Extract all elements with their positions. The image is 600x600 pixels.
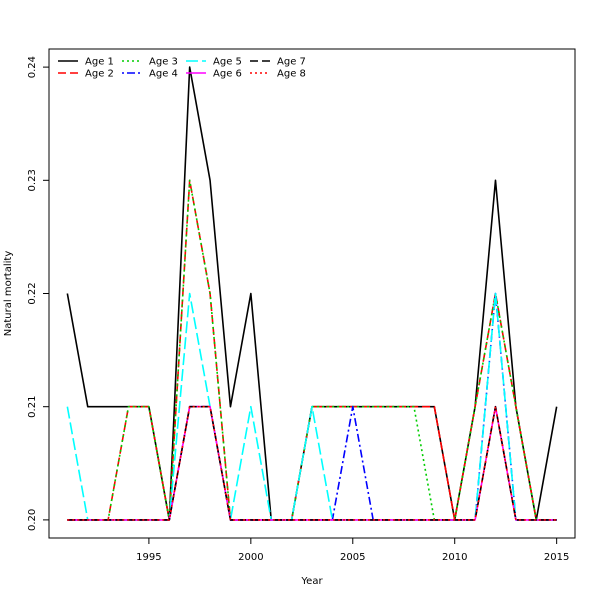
legend-label: Age 8 bbox=[277, 69, 306, 80]
y-tick-label: 0.23 bbox=[27, 169, 38, 191]
y-tick-label: 0.24 bbox=[27, 56, 38, 78]
y-tick-label: 0.21 bbox=[27, 396, 38, 418]
legend-label: Age 3 bbox=[149, 57, 178, 68]
legend-label: Age 1 bbox=[85, 57, 114, 68]
legend-label: Age 5 bbox=[213, 57, 242, 68]
x-tick-label: 2000 bbox=[238, 552, 263, 563]
x-tick-label: 2010 bbox=[442, 552, 467, 563]
series-line-age-7 bbox=[67, 405, 557, 521]
legend-label: Age 7 bbox=[277, 57, 306, 68]
x-axis-label: Year bbox=[300, 576, 323, 587]
y-tick-label: 0.20 bbox=[27, 509, 38, 531]
legend-label: Age 2 bbox=[85, 69, 114, 80]
x-tick-label: 1995 bbox=[136, 552, 161, 563]
legend-label: Age 6 bbox=[213, 69, 242, 80]
series-line-age-2 bbox=[67, 179, 557, 521]
legend-label: Age 4 bbox=[149, 69, 178, 80]
x-tick-label: 2015 bbox=[544, 552, 569, 563]
y-tick-label: 0.22 bbox=[27, 282, 38, 304]
y-axis: 0.20 0.21 0.22 0.23 0.24 bbox=[27, 56, 50, 531]
series-layer bbox=[66, 66, 558, 521]
series-line-age-3 bbox=[67, 179, 557, 521]
x-tick-label: 2005 bbox=[340, 552, 365, 563]
series-line-age-8 bbox=[67, 405, 557, 521]
x-axis: 1995 2000 2005 2010 2015 bbox=[136, 537, 569, 563]
y-axis-label: Natural mortality bbox=[3, 251, 14, 337]
